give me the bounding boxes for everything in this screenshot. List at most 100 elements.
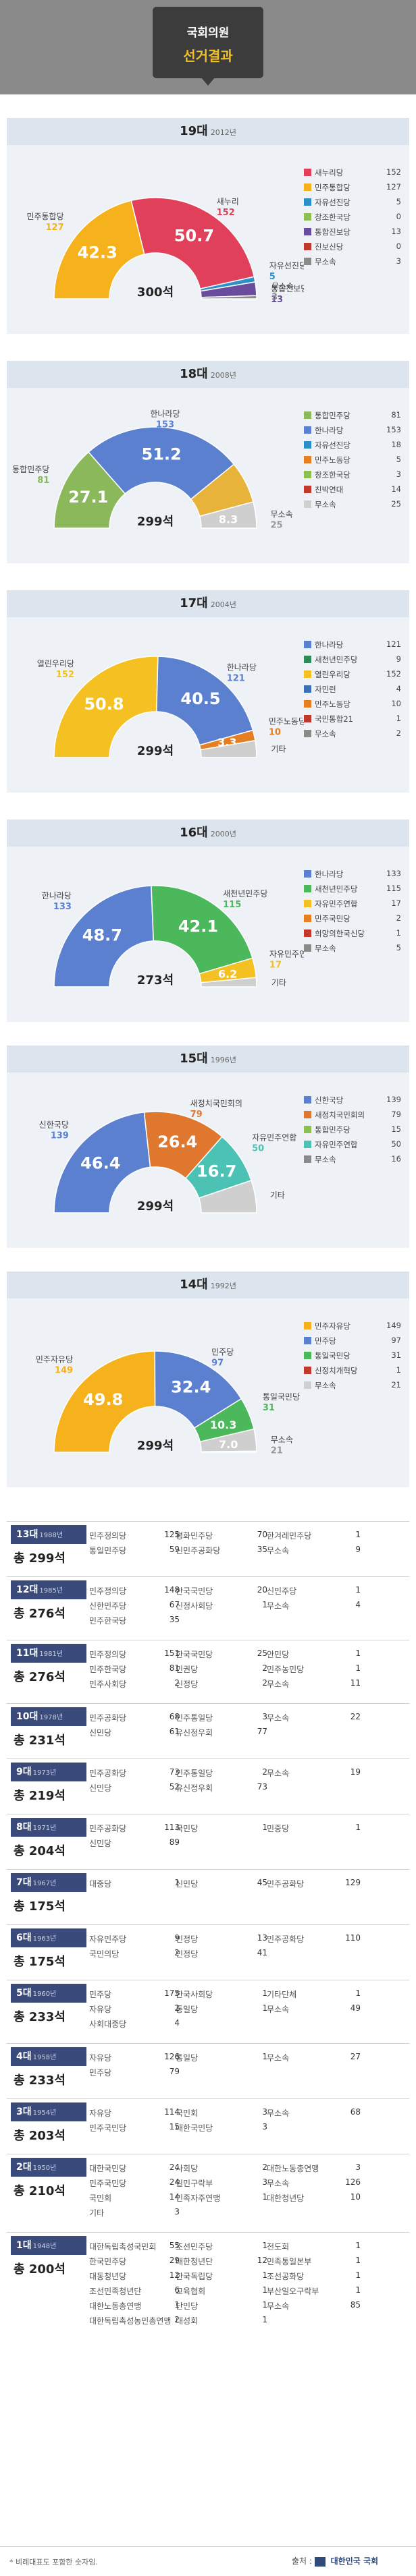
legend-seats: 3 xyxy=(396,256,401,266)
legend-seats: 15 xyxy=(391,1124,401,1134)
slice xyxy=(53,1112,151,1213)
party-seats: 89 xyxy=(169,1837,180,1847)
legend-party: 한나라당 xyxy=(315,426,344,435)
term-year: 1973년 xyxy=(32,1769,57,1777)
party-name: 대중당 xyxy=(89,1879,112,1889)
slice-percent-label: 50.8 xyxy=(84,695,124,714)
term-year: 1960년 xyxy=(32,1991,57,1998)
party-name: 국민회 xyxy=(176,2109,199,2118)
party-seats: 175 xyxy=(164,1988,180,1998)
party-name: 한국민주당 xyxy=(89,2257,127,2266)
election-year: 2004년 xyxy=(210,600,236,609)
term-label: 1대 xyxy=(16,2240,32,2251)
legend-swatch xyxy=(304,441,311,449)
term-badge: 13대 1988년 xyxy=(11,1525,86,1544)
legend-item: 민주국민당 2 xyxy=(304,911,405,926)
legend-item: 진보신당 0 xyxy=(304,239,405,254)
legend-item: 한나라당 133 xyxy=(304,867,405,882)
slice-party-label: 새누리 xyxy=(217,197,239,206)
legend-swatch xyxy=(304,1111,311,1118)
slice-percent-label: 50.7 xyxy=(174,226,214,245)
header-banner: 국회의원 선거결과 xyxy=(0,0,416,94)
party-seats: 4 xyxy=(174,2018,180,2028)
slice xyxy=(201,1450,257,1453)
party-seats: 2 xyxy=(174,2003,180,2013)
legend-seats: 5 xyxy=(396,455,401,464)
legend-swatch xyxy=(304,1141,311,1148)
party-name: 통일당 xyxy=(176,2005,199,2014)
legend: 새누리당 152 민주통합당 127 자유선진당 5 창조한국당 0 통합진보당 13 진보신당 0 무… xyxy=(304,165,405,269)
party-seats: 148 xyxy=(164,1585,180,1595)
legend-swatch xyxy=(304,700,311,708)
slice-percent-label: 42.1 xyxy=(178,917,218,936)
slice xyxy=(151,885,253,975)
legend-swatch xyxy=(304,1126,311,1133)
slice-seat-value: 79 xyxy=(190,1110,203,1120)
legend-item: 창조한국당 0 xyxy=(304,210,405,225)
slice-percent-label: 42.3 xyxy=(78,244,118,262)
legend-party: 통합민주당 xyxy=(315,1125,350,1135)
party-seats: 1 xyxy=(355,2241,361,2250)
legend-seats: 5 xyxy=(396,197,401,206)
election-year: 2000년 xyxy=(210,830,236,838)
legend-party: 무소속 xyxy=(315,257,336,266)
slice-percent-label: 7.0 xyxy=(219,1438,238,1451)
legend-party: 민주노동당 xyxy=(315,699,350,709)
slice-seat-value: 5 xyxy=(269,272,276,282)
party-name: 무소속 xyxy=(267,1769,290,1778)
slice-seat-value: 149 xyxy=(55,1366,73,1376)
party-seats: 1 xyxy=(262,2285,267,2295)
party-seats: 73 xyxy=(257,1782,267,1792)
legend-seats: 97 xyxy=(391,1336,401,1345)
party-name: 자유당 xyxy=(89,2109,112,2118)
history-row: 3대 1954년 총 203석 자유당 114 국민회 3 무소속 68 민주국민당 15 대한국민당… xyxy=(7,2098,409,2154)
term-badge: 12대 1985년 xyxy=(11,1580,86,1599)
legend-item: 자민련 4 xyxy=(304,682,405,697)
legend-swatch xyxy=(304,486,311,493)
legend-swatch xyxy=(304,915,311,922)
legend-party: 신정치개혁당 xyxy=(315,1366,358,1375)
party-name: 신한민주당 xyxy=(89,1601,127,1611)
party-seats: 1 xyxy=(355,1649,361,1658)
history-row: 11대 1981년 총 276석 민주정의당 151 한국국민당 25 안민당 1 민주한국당 81… xyxy=(7,1640,409,1703)
slice-seat-value: 133 xyxy=(53,902,72,912)
party-seats: 13 xyxy=(257,1933,267,1943)
party-seats: 126 xyxy=(345,2177,361,2187)
term-label: 13대 xyxy=(16,1529,38,1540)
party-seats: 10 xyxy=(350,2192,361,2202)
legend-party: 자유선진당 xyxy=(315,440,350,450)
slice xyxy=(201,295,257,299)
legend-swatch xyxy=(304,198,311,206)
slice xyxy=(53,1350,156,1453)
party-seats: 35 xyxy=(169,1615,180,1624)
party-seats: 113 xyxy=(164,1823,180,1832)
party-name: 무소속 xyxy=(267,2109,290,2118)
party-name: 민주한국당 xyxy=(89,1616,127,1626)
chart-panel: 19대 2012년 42.3 민주통합당 127 50.7 새누리 152 자유선진당 5 통합진보… xyxy=(7,118,409,334)
term-year: 1958년 xyxy=(32,2054,57,2061)
legend-party: 무소속 xyxy=(315,729,336,739)
half-donut-chart: 48.7 한나라당 133 42.1 새천년민주당 115 6.2 자유민주연합 17 기타 273… xyxy=(42,885,304,988)
slice xyxy=(198,1180,257,1213)
slice-party-label: 무소속 xyxy=(271,281,294,291)
legend-seats: 3 xyxy=(396,469,401,479)
party-name: 신민주공화당 xyxy=(176,1546,221,1555)
history-row: 6대 1963년 총 175석 자유민주당 9 민정당 13 민주공화당 110 국민의당 2 민정당… xyxy=(7,1924,409,1980)
party-seats: 68 xyxy=(350,2107,361,2117)
term-label: 10대 xyxy=(16,1711,38,1722)
party-name: 한국사회당 xyxy=(176,1990,213,1999)
slice xyxy=(200,740,257,758)
party-name: 통일민주당 xyxy=(89,1546,127,1555)
panel-title: 15대 1996년 xyxy=(7,1046,409,1072)
legend: 통합민주당 81 한나라당 153 자유선진당 18 민주노동당 5 창조한국당 3 친박연대 14 무… xyxy=(304,408,405,512)
party-seats: 45 xyxy=(257,1878,267,1887)
total-seats: 299석 xyxy=(137,1439,174,1453)
party-name: 민주당 xyxy=(89,1990,112,1999)
source: 출처 : 대한민국 국회 xyxy=(292,2555,378,2567)
party-seats: 1 xyxy=(262,2052,267,2061)
slice-percent-label: 46.4 xyxy=(80,1153,120,1172)
history-row: 13대 1988년 총 299석 민주정의당 125 평화민주당 70 한겨레민주당 1 통일민주… xyxy=(7,1521,409,1576)
